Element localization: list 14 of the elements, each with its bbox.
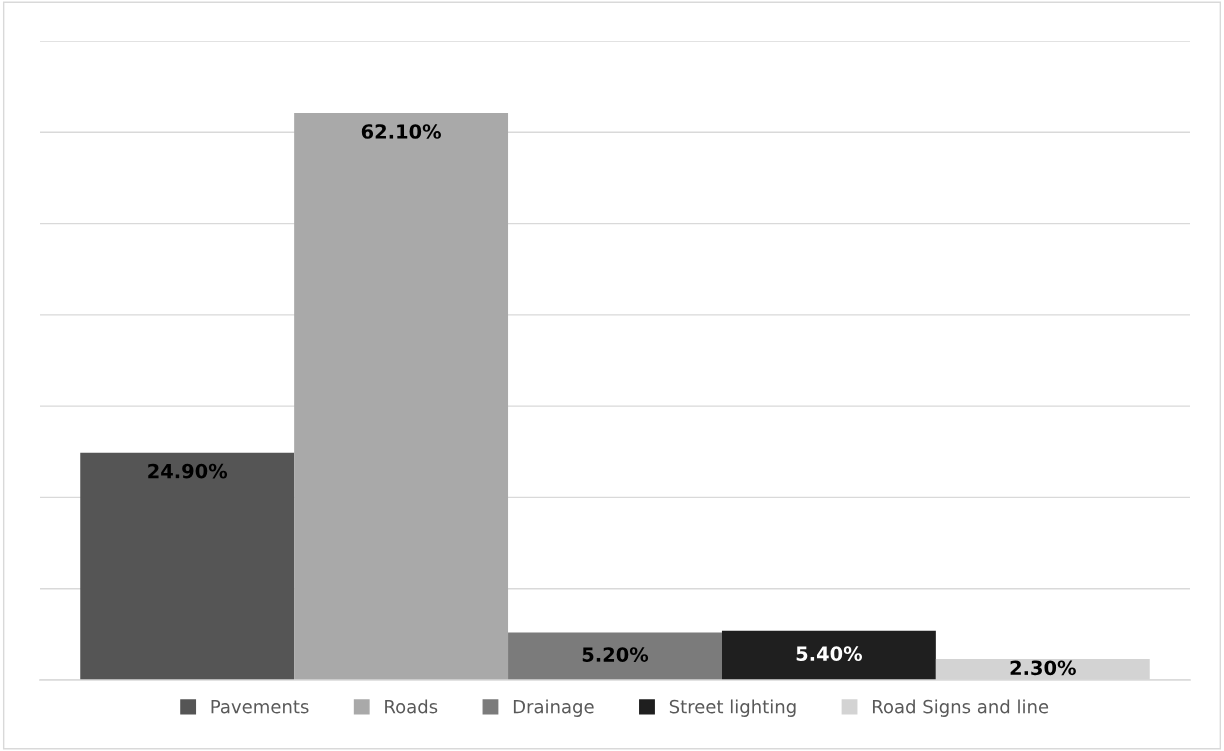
bar [80,452,295,680]
data-label: 62.10% [361,124,441,139]
legend-label: Pavements [211,700,309,714]
legend-label: Street lighting [669,699,796,717]
data-label: 5.20% [582,647,649,662]
bar [508,632,722,680]
data-label: 5.40% [796,646,863,661]
data-label: 2.30% [1010,660,1076,676]
bar [721,630,936,680]
legend-label: Roads [385,699,438,714]
bar [294,113,509,680]
data-label: 24.90% [148,463,228,479]
legend-label: Road Signs and line [872,699,1049,717]
legend-label: Drainage [513,699,594,717]
